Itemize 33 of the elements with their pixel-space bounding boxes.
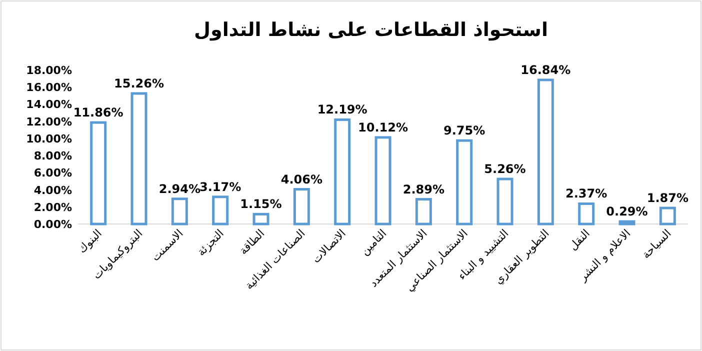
data-label: 5.26% (484, 162, 526, 176)
xtick: الاسمنت (149, 226, 186, 264)
data-label: 2.89% (402, 182, 444, 196)
data-label: 2.37% (566, 186, 608, 201)
data-label: 10.12% (358, 120, 408, 134)
xtick: النقل (566, 226, 592, 253)
data-label: 15.26% (114, 76, 164, 90)
xtick: الاتصالات (310, 226, 348, 266)
ytick: 2.00% (34, 200, 72, 214)
data-label: 16.84% (520, 62, 571, 77)
title: استحواذ القطاعات على نشاط التداول (194, 19, 548, 41)
ytick: 18.00% (26, 64, 72, 77)
ytick: 14.00% (26, 98, 72, 112)
data-label: 4.06% (280, 172, 322, 186)
data-label: 12.19% (317, 102, 368, 117)
ytick: 12.00% (26, 115, 72, 128)
data-label: 0.29% (606, 204, 648, 219)
data-label: 1.87% (646, 191, 688, 205)
data-label: 2.94% (158, 182, 200, 196)
ytick: 6.00% (34, 166, 72, 180)
data-label: 9.75% (444, 124, 486, 138)
xtick: التامين (358, 226, 390, 258)
xtick: الطاقة (236, 226, 268, 258)
data-label: 3.17% (200, 180, 242, 194)
ytick: 4.00% (34, 184, 72, 197)
xtick: التجزئة (194, 226, 226, 259)
ytick: 0.00% (34, 218, 72, 231)
xtick: السياحة (639, 226, 674, 262)
ytick: 8.00% (34, 150, 72, 163)
ytick: 10.00% (26, 132, 72, 146)
data-label: 11.86% (73, 106, 124, 120)
data-label: 1.15% (240, 197, 282, 212)
ytick: 16.00% (26, 81, 72, 94)
